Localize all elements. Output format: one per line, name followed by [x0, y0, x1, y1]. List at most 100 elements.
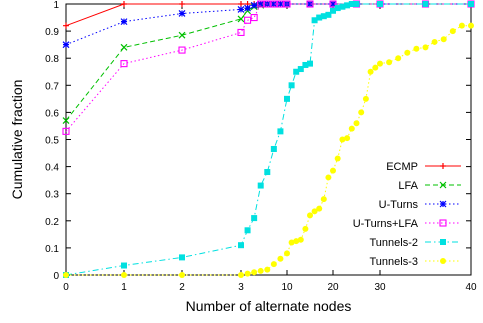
data-point-tunnels-2 — [325, 11, 332, 18]
data-point-tunnels-3 — [316, 205, 323, 212]
data-point-tunnels-2 — [339, 3, 346, 10]
data-point-u-turns-lfa — [329, 0, 337, 8]
data-point-tunnels-3 — [404, 49, 411, 56]
legend-label: ECMP — [386, 161, 418, 173]
data-point-tunnels-2 — [330, 7, 336, 14]
legend-label: Tunnels-3 — [369, 256, 418, 268]
data-point-tunnels-3 — [358, 109, 365, 116]
y-tick-label: 0.5 — [45, 136, 59, 147]
data-point-tunnels-3 — [422, 44, 429, 51]
data-point-tunnels-3 — [325, 174, 332, 181]
data-point-u-turns — [62, 41, 70, 49]
y-axis-label: Cumulative fraction — [9, 80, 25, 200]
y-tick-label: 0.7 — [45, 81, 59, 92]
legend-item-ecmp: ECMP — [386, 161, 461, 173]
data-point-tunnels-2 — [270, 145, 277, 152]
x-tick-label: 1 — [121, 282, 127, 293]
data-point-u-turns — [120, 18, 128, 26]
data-point-tunnels-3 — [395, 55, 402, 62]
data-point-lfa — [178, 31, 186, 39]
x-tick-label: 0 — [63, 282, 69, 293]
data-point-u-turns-lfa — [306, 0, 314, 8]
series-u-turns — [62, 0, 475, 49]
data-point-u-turns-lfa — [120, 60, 128, 68]
data-point-tunnels-2 — [422, 1, 429, 7]
data-point-tunnels-2 — [238, 242, 244, 249]
data-point-tunnels-2 — [277, 128, 284, 135]
series-line-tunnels-2 — [65, 3, 471, 276]
legend-item-u-turns: U-Turns — [379, 199, 461, 211]
data-point-tunnels-3 — [339, 136, 346, 143]
data-point-tunnels-3 — [362, 95, 369, 102]
legend-label: LFA — [398, 180, 418, 192]
x-tick-label: 10 — [281, 282, 293, 293]
data-point-u-turns-lfa — [244, 16, 252, 24]
y-tick-label: 0.9 — [45, 27, 59, 38]
data-point-tunnels-3 — [244, 270, 251, 277]
legend-swatch-marker — [439, 219, 447, 227]
y-tick-label: 1 — [53, 0, 59, 11]
y-tick-label: 0.3 — [45, 190, 59, 201]
data-point-tunnels-3 — [257, 267, 264, 274]
x-tick-label: 2 — [179, 282, 185, 293]
data-point-tunnels-3 — [307, 212, 313, 219]
data-point-tunnels-3 — [302, 225, 309, 232]
data-point-u-turns — [244, 4, 251, 12]
data-point-tunnels-2 — [307, 60, 313, 67]
data-point-tunnels-2 — [302, 61, 309, 68]
series-u-turns-lfa — [62, 0, 475, 135]
data-point-u-turns — [250, 1, 258, 9]
series-tunnels-2 — [63, 1, 474, 278]
data-point-tunnels-2 — [377, 1, 383, 7]
data-point-u-turns-lfa — [276, 0, 284, 8]
data-point-tunnels-3 — [344, 135, 351, 142]
legend-item-lfa: LFA — [398, 180, 461, 192]
data-point-tunnels-3 — [288, 239, 295, 246]
x-tick-label: 30 — [374, 282, 386, 293]
data-point-tunnels-3 — [284, 250, 290, 257]
data-point-ecmp — [238, 1, 244, 7]
legend-item-u-turns-lfa: U-Turns+LFA — [353, 218, 461, 230]
x-tick-label: 20 — [327, 282, 339, 293]
data-point-tunnels-3 — [367, 68, 374, 75]
data-point-lfa — [62, 117, 70, 124]
data-point-tunnels-2 — [348, 1, 355, 7]
data-point-tunnels-2 — [353, 1, 360, 7]
data-point-lfa — [120, 43, 128, 51]
legend-label: U-Turns — [379, 199, 419, 211]
legend-swatch-marker — [439, 181, 447, 189]
data-point-lfa — [237, 15, 245, 23]
data-point-tunnels-3 — [179, 272, 185, 278]
data-point-u-turns-lfa — [263, 0, 271, 8]
series-line-u-turns-lfa — [65, 3, 471, 132]
legend-swatch-marker — [440, 163, 446, 169]
data-point-tunnels-3 — [311, 208, 318, 215]
data-point-tunnels-2 — [468, 1, 474, 7]
data-point-u-turns-lfa — [250, 14, 258, 22]
data-point-tunnels-2 — [334, 5, 341, 12]
data-point-tunnels-3 — [63, 272, 69, 278]
data-point-tunnels-2 — [297, 66, 304, 73]
x-axis-label: Number of alternate nodes — [186, 298, 352, 314]
data-point-tunnels-2 — [320, 13, 327, 20]
data-point-tunnels-3 — [440, 36, 447, 43]
legend-label: Tunnels-2 — [369, 237, 418, 249]
series-tunnels-3 — [63, 22, 474, 278]
data-point-tunnels-3 — [251, 269, 258, 276]
data-point-tunnels-3 — [431, 38, 438, 45]
y-tick-label: 0.1 — [45, 244, 59, 255]
data-point-tunnels-3 — [264, 266, 271, 273]
axes: 00.10.20.30.40.50.60.70.80.910 1 2 3 10 20 30 4… — [45, 0, 477, 293]
series-lines — [62, 0, 475, 278]
legend-swatch-marker — [440, 258, 446, 264]
data-point-u-turns — [306, 0, 314, 8]
data-point-ecmp — [179, 1, 185, 7]
data-point-tunnels-3 — [277, 255, 284, 262]
data-point-tunnels-3 — [449, 28, 456, 35]
series-lfa — [62, 0, 475, 124]
legend-item-tunnels-2: Tunnels-2 — [369, 237, 461, 249]
legend: ECMP LFA U-Turns U-Turns+LFA Tunnels-2 Tunnel… — [353, 161, 461, 268]
data-point-u-turns — [237, 5, 245, 13]
data-point-tunnels-2 — [244, 227, 251, 234]
data-point-tunnels-2 — [311, 17, 318, 24]
